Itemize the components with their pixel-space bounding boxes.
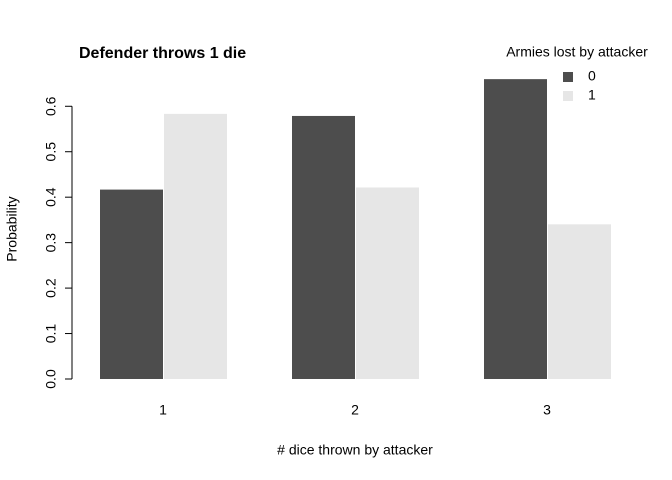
legend-swatch	[563, 91, 573, 101]
y-tick-label: 0.0	[43, 369, 59, 389]
y-tick-label: 0.6	[43, 96, 59, 116]
bar	[164, 113, 227, 379]
legend-label: 1	[588, 87, 596, 103]
y-tick-label: 0.2	[43, 278, 59, 298]
x-axis-label: # dice thrown by attacker	[277, 442, 433, 458]
x-tick-label: 2	[351, 402, 359, 418]
legend-title: Armies lost by attacker	[506, 44, 648, 60]
y-tick-label: 0.5	[43, 142, 59, 162]
bar	[100, 189, 163, 379]
bar	[548, 224, 611, 379]
x-tick-label: 1	[159, 402, 167, 418]
y-axis-label: Probability	[4, 196, 20, 261]
legend-swatch	[563, 72, 573, 82]
y-tick-label: 0.1	[43, 324, 59, 344]
y-tick-label: 0.4	[43, 187, 59, 207]
bar	[292, 115, 355, 380]
x-tick-label: 3	[543, 402, 551, 418]
bar	[356, 187, 419, 379]
bar	[484, 79, 547, 380]
legend-label: 0	[588, 68, 596, 84]
y-tick-label: 0.3	[43, 233, 59, 253]
chart-title: Defender throws 1 die	[79, 45, 246, 62]
